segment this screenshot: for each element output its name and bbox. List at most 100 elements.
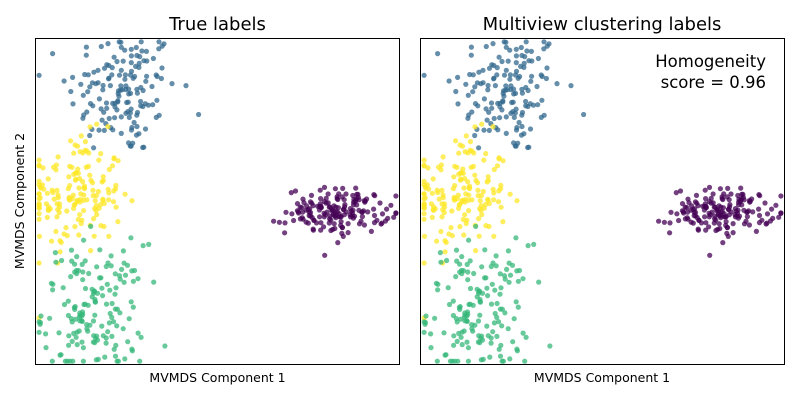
scatter-point — [484, 117, 490, 123]
scatter-point — [128, 53, 134, 59]
scatter-point — [67, 197, 73, 203]
scatter-point — [429, 190, 435, 196]
scatter-point — [340, 185, 346, 191]
scatter-point — [439, 187, 445, 193]
scatter-point — [65, 186, 71, 192]
scatter-point — [105, 329, 111, 335]
scatter-point — [353, 185, 359, 191]
scatter-point — [105, 124, 111, 130]
scatter-point — [75, 166, 81, 172]
scatter-point — [56, 330, 62, 336]
scatter-point — [539, 97, 545, 103]
scatter-point — [488, 340, 494, 346]
scatter-point — [473, 177, 479, 183]
scatter-point — [498, 285, 504, 291]
scatter-point — [36, 178, 42, 184]
scatter-point — [529, 58, 535, 64]
scatter-point — [118, 114, 124, 120]
scatter-point — [463, 220, 469, 227]
scatter-point — [471, 270, 477, 277]
scatter-point — [469, 109, 475, 115]
scatter-point — [36, 202, 42, 208]
scatter-point — [453, 138, 459, 144]
scatter-point — [50, 287, 56, 293]
scatter-point — [131, 119, 137, 126]
scatter-point — [703, 196, 709, 202]
scatter-point — [345, 230, 351, 236]
scatter-point — [49, 238, 55, 244]
scatter-point — [746, 222, 753, 228]
scatter-point — [676, 217, 682, 224]
scatter-point — [95, 356, 101, 362]
scatter-point — [519, 90, 526, 96]
scatter-point — [491, 76, 497, 82]
scatter-point — [445, 285, 451, 291]
scatter-point — [778, 210, 784, 216]
scatter-point — [99, 285, 105, 291]
scatter-point — [123, 110, 129, 116]
scatter-point — [94, 290, 101, 296]
scatter-point — [38, 313, 44, 319]
scatter-point — [393, 193, 399, 199]
panel-title: Multiview clustering labels — [483, 14, 722, 35]
scatter-point — [44, 190, 51, 196]
scatter-point — [513, 299, 519, 305]
scatter-point — [439, 214, 445, 220]
scatter-point — [492, 310, 498, 317]
scatter-point — [769, 206, 775, 212]
scatter-point — [101, 127, 107, 133]
scatter-point — [435, 287, 441, 293]
scatter-point — [776, 214, 782, 220]
scatter-point — [491, 190, 497, 196]
scatter-point — [539, 73, 545, 80]
scatter-point — [95, 80, 101, 86]
scatter-point — [710, 191, 716, 197]
scatter-point — [465, 277, 471, 283]
scatter-point — [498, 204, 504, 210]
scatter-point — [717, 186, 724, 192]
scatter-point — [456, 304, 462, 311]
scatter-point — [491, 233, 497, 239]
scatter-point — [661, 219, 668, 225]
scatter-point — [158, 75, 164, 82]
scatter-point — [75, 216, 81, 223]
scatter-point — [43, 345, 49, 351]
scatter-point — [503, 130, 509, 136]
scatter-point — [707, 252, 713, 258]
scatter-point — [706, 214, 712, 220]
scatter-point — [125, 99, 131, 105]
scatter-point — [122, 272, 129, 278]
scatter-point — [196, 111, 202, 118]
scatter-point — [728, 191, 734, 197]
scatter-point — [460, 216, 466, 223]
scatter-point — [461, 185, 467, 191]
scatter-point — [282, 220, 288, 226]
scatter-point — [421, 216, 427, 222]
scatter-point — [134, 90, 140, 96]
scatter-point — [469, 197, 475, 203]
scatter-point — [450, 186, 456, 192]
scatter-point — [448, 225, 454, 231]
scatter-point — [66, 174, 72, 180]
scatter-point — [497, 115, 503, 121]
scatter-point — [72, 224, 78, 230]
scatter-point — [379, 211, 386, 217]
scatter-point — [456, 150, 462, 156]
scatter-point — [421, 163, 427, 169]
panel-true-labels: True labels MVMDS Component 1 MVMDS Comp… — [12, 14, 400, 385]
scatter-point — [677, 188, 684, 194]
scatter-point — [728, 209, 734, 215]
scatter-point — [489, 105, 495, 111]
scatter-point — [61, 301, 68, 308]
scatter-point — [421, 260, 427, 266]
scatter-point — [475, 187, 481, 193]
scatter-point — [428, 331, 434, 337]
scatter-point — [753, 228, 760, 234]
scatter-point — [365, 209, 371, 215]
scatter-point — [71, 304, 77, 311]
scatter-point — [461, 328, 467, 334]
scatter-point — [466, 301, 472, 308]
scatter-point — [480, 356, 486, 362]
scatter-point — [494, 300, 500, 307]
scatter-point — [98, 223, 104, 229]
